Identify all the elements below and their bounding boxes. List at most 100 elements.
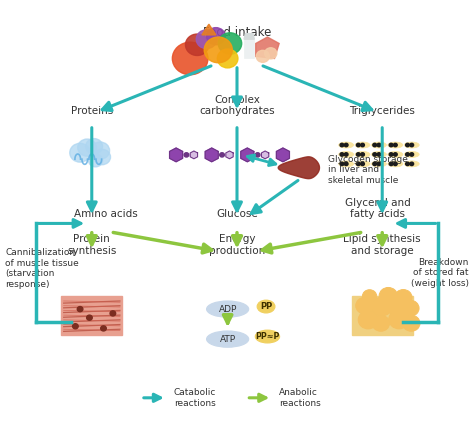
- Circle shape: [377, 162, 381, 166]
- Circle shape: [361, 162, 365, 166]
- Bar: [352, 296, 413, 335]
- Circle shape: [89, 154, 102, 167]
- Ellipse shape: [404, 142, 419, 148]
- Circle shape: [340, 162, 344, 166]
- Ellipse shape: [355, 161, 370, 167]
- Circle shape: [394, 289, 412, 306]
- Circle shape: [363, 290, 377, 303]
- Text: Breakdown
of stored fat
(weight loss): Breakdown of stored fat (weight loss): [411, 258, 469, 288]
- Circle shape: [86, 138, 102, 154]
- Text: PP≈P: PP≈P: [255, 332, 280, 341]
- Circle shape: [184, 153, 189, 157]
- Text: Glycerol and
fatty acids: Glycerol and fatty acids: [345, 197, 410, 219]
- Circle shape: [389, 310, 410, 329]
- Text: Catabolic
reactions: Catabolic reactions: [174, 388, 216, 408]
- Text: Amino acids: Amino acids: [74, 209, 138, 219]
- Ellipse shape: [338, 142, 354, 148]
- Polygon shape: [256, 37, 279, 59]
- Ellipse shape: [355, 142, 370, 148]
- Circle shape: [373, 153, 377, 156]
- Circle shape: [373, 143, 377, 147]
- Text: Lipid synthesis
and storage: Lipid synthesis and storage: [343, 234, 421, 256]
- Circle shape: [402, 315, 420, 331]
- Circle shape: [94, 149, 110, 165]
- Circle shape: [264, 48, 277, 59]
- Ellipse shape: [255, 330, 280, 343]
- Bar: [61, 296, 122, 335]
- Circle shape: [406, 162, 410, 166]
- Ellipse shape: [338, 161, 354, 167]
- Text: Protein
synthesis: Protein synthesis: [67, 234, 117, 256]
- Text: Food intake: Food intake: [203, 26, 271, 39]
- Circle shape: [393, 162, 397, 166]
- Circle shape: [356, 153, 360, 156]
- Ellipse shape: [257, 300, 275, 313]
- Ellipse shape: [388, 142, 403, 148]
- Text: PP: PP: [260, 302, 272, 311]
- Circle shape: [401, 300, 419, 316]
- Ellipse shape: [372, 161, 386, 167]
- Ellipse shape: [355, 151, 370, 158]
- Circle shape: [255, 153, 260, 157]
- Bar: [129, 384, 345, 412]
- Circle shape: [70, 143, 91, 162]
- Circle shape: [372, 315, 390, 331]
- Polygon shape: [202, 24, 216, 35]
- Text: Cannibalization
of muscle tissue
(starvation
response): Cannibalization of muscle tissue (starva…: [5, 248, 79, 289]
- Circle shape: [356, 143, 360, 147]
- Circle shape: [87, 315, 92, 320]
- Polygon shape: [278, 157, 319, 179]
- Ellipse shape: [207, 301, 249, 317]
- Polygon shape: [226, 151, 233, 159]
- Circle shape: [410, 143, 414, 147]
- Circle shape: [410, 153, 414, 156]
- Circle shape: [389, 153, 393, 156]
- Ellipse shape: [372, 151, 386, 158]
- Circle shape: [356, 162, 360, 166]
- Polygon shape: [276, 148, 290, 162]
- Circle shape: [344, 153, 348, 156]
- Ellipse shape: [372, 142, 386, 148]
- Circle shape: [207, 28, 225, 45]
- Ellipse shape: [338, 151, 354, 158]
- Circle shape: [256, 50, 269, 62]
- Circle shape: [389, 143, 393, 147]
- Text: Glycogen storage
in liver and
skeletal muscle: Glycogen storage in liver and skeletal m…: [328, 155, 408, 185]
- Ellipse shape: [404, 161, 419, 167]
- Text: ADP: ADP: [219, 305, 237, 314]
- Polygon shape: [170, 148, 182, 162]
- Circle shape: [377, 153, 381, 156]
- Circle shape: [356, 297, 374, 314]
- Circle shape: [344, 143, 348, 147]
- Circle shape: [78, 139, 97, 156]
- Circle shape: [358, 311, 378, 329]
- Text: Triglycerides: Triglycerides: [349, 106, 415, 116]
- Ellipse shape: [388, 151, 403, 158]
- Text: ATP: ATP: [219, 335, 236, 344]
- Polygon shape: [205, 148, 218, 162]
- Circle shape: [185, 34, 209, 56]
- Bar: [244, 39, 255, 59]
- Circle shape: [110, 311, 116, 316]
- Circle shape: [340, 153, 344, 156]
- Ellipse shape: [207, 331, 249, 347]
- Polygon shape: [244, 33, 255, 39]
- Circle shape: [389, 162, 393, 166]
- Text: Anabolic
reactions: Anabolic reactions: [279, 388, 321, 408]
- Text: Complex
carbohydrates: Complex carbohydrates: [199, 95, 275, 116]
- Circle shape: [77, 306, 83, 312]
- Circle shape: [406, 143, 410, 147]
- Ellipse shape: [404, 151, 419, 158]
- Circle shape: [340, 143, 344, 147]
- Circle shape: [218, 33, 242, 54]
- Circle shape: [344, 162, 348, 166]
- Text: Glucose: Glucose: [216, 209, 258, 219]
- Circle shape: [196, 30, 217, 49]
- Circle shape: [361, 153, 365, 156]
- Circle shape: [372, 297, 392, 316]
- Polygon shape: [190, 151, 198, 159]
- Polygon shape: [262, 151, 269, 159]
- Circle shape: [219, 153, 224, 157]
- Circle shape: [217, 49, 238, 68]
- Circle shape: [393, 143, 397, 147]
